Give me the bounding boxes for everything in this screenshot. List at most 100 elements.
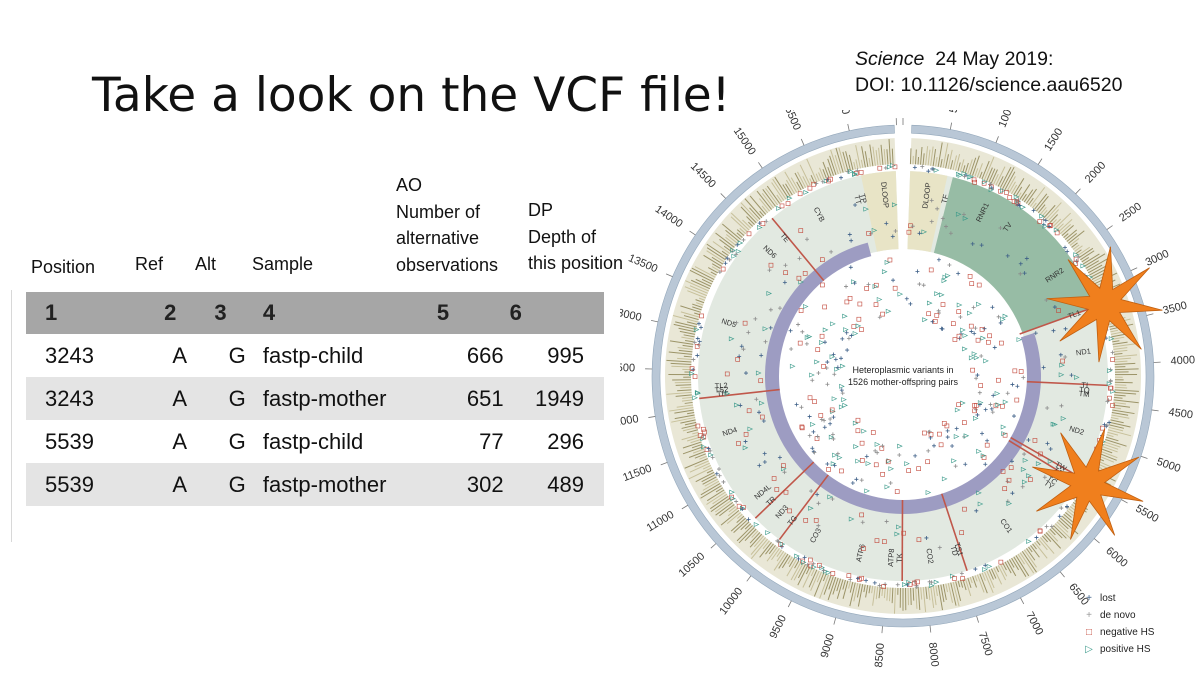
variant-mark <box>832 463 837 468</box>
variant-mark <box>941 278 948 284</box>
tick-mark <box>1140 455 1148 459</box>
gene-label: DLOOP <box>879 181 891 208</box>
variant-mark <box>864 488 870 494</box>
variant-mark <box>994 391 1001 396</box>
tick-mark <box>929 625 932 633</box>
depth-bar <box>739 227 747 235</box>
depth-bar <box>774 176 789 199</box>
variant-mark <box>877 583 882 588</box>
variant-mark <box>1048 223 1053 228</box>
depth-bar <box>836 578 842 592</box>
variant-mark <box>813 518 819 523</box>
depth-bar <box>669 340 694 345</box>
variant-mark <box>777 306 782 311</box>
variant-mark <box>1014 199 1020 205</box>
variant-mark <box>1060 358 1065 364</box>
variant-mark <box>904 296 909 301</box>
variant-mark <box>848 577 853 582</box>
variant-mark <box>907 582 913 587</box>
depth-bar <box>1090 268 1106 278</box>
variant-mark <box>967 274 973 279</box>
depth-bar <box>671 416 696 423</box>
legend-item-lost: + lost <box>1082 590 1154 607</box>
highlight-star-icon <box>1046 246 1163 363</box>
variant-mark <box>696 342 701 347</box>
variant-mark <box>937 431 942 437</box>
depth-bar <box>1010 184 1018 195</box>
variant-mark <box>1042 223 1049 229</box>
variant-mark <box>948 231 953 236</box>
depth-bar <box>920 587 923 600</box>
variant-mark <box>796 275 802 281</box>
gene-label: ATP8 <box>886 548 896 567</box>
variant-mark <box>986 563 993 569</box>
variant-mark <box>885 308 892 314</box>
variant-mark <box>853 444 859 450</box>
depth-bar <box>684 458 708 469</box>
variant-mark <box>877 165 883 171</box>
variant-mark <box>1049 524 1054 529</box>
variant-mark <box>1016 337 1023 343</box>
tick-label: 15000 <box>731 125 758 157</box>
variant-mark <box>774 487 780 492</box>
gene-ring: DLOOPTFRNR1TVRNR2TL1ND1TITMTQND2TWTATNTC… <box>698 171 1108 582</box>
variant-mark <box>877 315 882 320</box>
variant-mark <box>847 232 852 237</box>
depth-bar <box>842 579 846 590</box>
depth-bar <box>1112 404 1131 408</box>
depth-bar <box>776 549 783 557</box>
depth-bar <box>838 147 847 173</box>
ao-line: alternative <box>396 228 480 248</box>
variant-mark <box>1007 195 1013 200</box>
variant-mark <box>1108 385 1113 391</box>
variant-mark <box>799 425 805 431</box>
variant-mark <box>696 321 701 326</box>
depth-bar <box>1052 218 1062 227</box>
depth-bar <box>686 321 698 325</box>
variant-mark <box>759 400 765 406</box>
depth-bar <box>736 525 753 542</box>
variant-mark <box>753 522 760 527</box>
variant-mark <box>1020 466 1027 472</box>
ref-cell: A <box>148 334 212 377</box>
variant-mark <box>874 441 881 447</box>
depth-bar <box>785 179 796 195</box>
gene-label: TM <box>1078 389 1090 399</box>
variant-mark <box>1059 403 1064 408</box>
variant-mark <box>892 285 898 291</box>
variant-mark <box>747 426 754 432</box>
position-cell: 5539 <box>26 463 149 506</box>
variant-mark <box>825 382 830 387</box>
depth-bar <box>751 530 759 538</box>
variant-mark <box>980 335 987 341</box>
depth-bar <box>952 581 960 607</box>
column-label-position: Position <box>31 257 96 277</box>
depth-bar <box>1038 538 1048 551</box>
ao-cell: 77 <box>418 420 504 463</box>
variant-mark <box>830 432 835 437</box>
variant-mark <box>840 391 845 396</box>
variant-mark <box>866 282 871 287</box>
depth-bar <box>868 585 871 594</box>
variant-mark <box>906 229 912 235</box>
variant-mark <box>886 458 893 464</box>
tick-mark <box>758 162 763 169</box>
variant-mark <box>734 402 740 408</box>
variant-mark <box>1080 263 1087 269</box>
variant-mark <box>840 363 846 369</box>
highlight-star-icon <box>1032 428 1144 540</box>
variant-mark <box>830 409 836 414</box>
variant-mark <box>995 402 1002 408</box>
tick-mark <box>665 273 673 278</box>
depth-bar <box>1113 401 1126 405</box>
variant-scatter <box>689 163 1116 590</box>
variant-mark <box>1000 424 1007 430</box>
variant-mark <box>1048 447 1053 452</box>
variant-mark <box>842 313 848 319</box>
depth-bar <box>733 519 748 534</box>
depth-bar <box>1011 557 1020 571</box>
variant-mark <box>848 516 855 522</box>
variant-mark <box>956 302 963 308</box>
depth-bar <box>691 279 711 290</box>
variant-mark <box>977 390 982 395</box>
